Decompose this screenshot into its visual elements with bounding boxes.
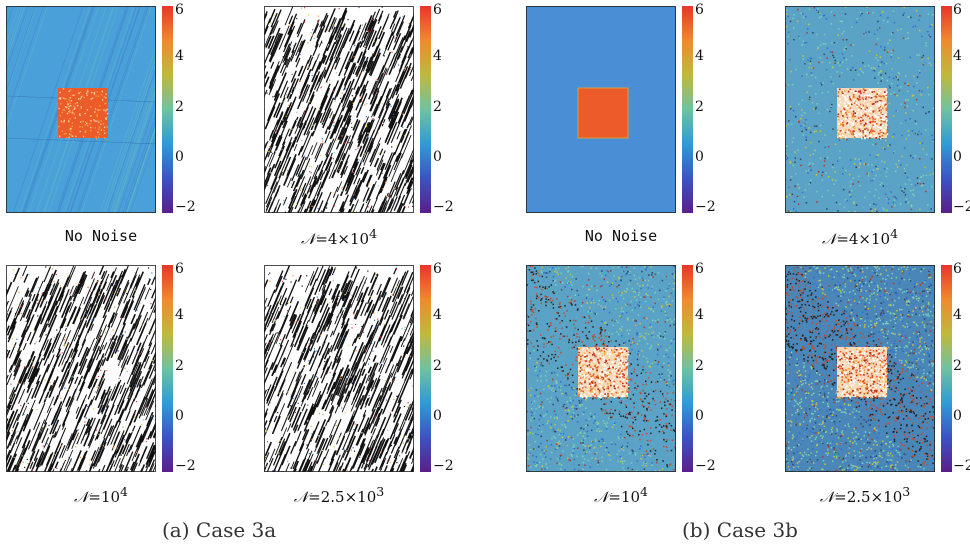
colorbar-tick-label: 4 — [433, 307, 442, 324]
colorbar-tick-label: 4 — [175, 307, 184, 324]
colorbar-tick-label: 2 — [175, 98, 184, 115]
panel-caption: 𝒩=104 — [594, 484, 648, 506]
colorbar-tick-label: 2 — [695, 357, 704, 374]
reconstruction-image — [6, 6, 156, 213]
colorbar-gradient — [682, 6, 693, 213]
panel-caption: 𝒩=104 — [74, 484, 128, 506]
panel-caption: 𝒩=4×104 — [821, 226, 899, 248]
colorbar-gradient — [941, 265, 952, 472]
colorbar-gradient — [162, 6, 173, 213]
colorbar-tick-label: 4 — [953, 48, 962, 65]
panel-a-no-noise — [6, 6, 156, 213]
panel-b-n4e4 — [785, 6, 935, 213]
colorbar-tick-label: 0 — [695, 407, 704, 424]
colorbar-tick-label: 6 — [433, 261, 442, 277]
reconstruction-image — [264, 265, 414, 472]
colorbar-tick-label: −2 — [953, 199, 970, 215]
colorbar-tick-label: 0 — [433, 407, 442, 424]
reconstruction-image — [526, 265, 676, 472]
reconstruction-image — [785, 265, 935, 472]
colorbar-tick-label: 6 — [953, 261, 962, 277]
colorbar-tick-label: 6 — [953, 2, 962, 18]
panel-b-n1e4 — [526, 265, 676, 472]
colorbar-tick-label: 2 — [695, 98, 704, 115]
colorbar-gradient — [420, 6, 431, 213]
panel-caption: 𝒩=4×104 — [300, 226, 378, 248]
colorbar-tick-label: 6 — [695, 2, 704, 18]
colorbar-tick-label: 2 — [175, 357, 184, 374]
colorbar-tick-label: −2 — [433, 199, 454, 215]
subcaption-a: (a) Case 3a — [162, 518, 277, 542]
panel-caption: No Noise — [584, 227, 658, 245]
colorbar-tick-label: 6 — [175, 261, 184, 277]
colorbar-tick-label: 2 — [953, 98, 962, 115]
reconstruction-image — [6, 265, 156, 472]
reconstruction-image — [785, 6, 935, 213]
colorbar-tick-label: 2 — [953, 357, 962, 374]
colorbar-tick-label: 0 — [433, 148, 442, 165]
reconstruction-image — [526, 6, 676, 213]
colorbar-tick-label: 2 — [433, 357, 442, 374]
colorbar-tick-label: 4 — [695, 307, 704, 324]
colorbar-tick-label: −2 — [695, 458, 716, 474]
colorbar-tick-label: 4 — [433, 48, 442, 65]
colorbar-tick-label: 0 — [695, 148, 704, 165]
panel-a-n4e4 — [264, 6, 414, 213]
subcaption-b: (b) Case 3b — [682, 518, 798, 542]
colorbar-tick-label: 0 — [175, 407, 184, 424]
colorbar-tick-label: 0 — [953, 407, 962, 424]
colorbar-tick-label: 0 — [175, 148, 184, 165]
colorbar-tick-label: −2 — [175, 199, 196, 215]
colorbar-tick-label: 6 — [433, 2, 442, 18]
colorbar-gradient — [682, 265, 693, 472]
colorbar-tick-label: 6 — [695, 261, 704, 277]
colorbar-gradient — [941, 6, 952, 213]
colorbar-tick-label: 2 — [433, 98, 442, 115]
colorbar-gradient — [420, 265, 431, 472]
panel-b-no-noise — [526, 6, 676, 213]
colorbar-gradient — [162, 265, 173, 472]
panel-a-n25e3 — [264, 265, 414, 472]
colorbar-tick-label: 0 — [953, 148, 962, 165]
colorbar-tick-label: 4 — [175, 48, 184, 65]
colorbar-tick-label: 6 — [175, 2, 184, 18]
colorbar-tick-label: −2 — [953, 458, 970, 474]
panel-b-n25e3 — [785, 265, 935, 472]
colorbar-tick-label: −2 — [175, 458, 196, 474]
reconstruction-image — [264, 6, 414, 213]
panel-caption: No Noise — [64, 227, 138, 245]
colorbar-tick-label: −2 — [433, 458, 454, 474]
colorbar-tick-label: 4 — [953, 307, 962, 324]
panel-caption: 𝒩=2.5×103 — [293, 484, 385, 506]
colorbar-tick-label: 4 — [695, 48, 704, 65]
panel-caption: 𝒩=2.5×103 — [819, 484, 911, 506]
panel-a-n1e4 — [6, 265, 156, 472]
colorbar-tick-label: −2 — [695, 199, 716, 215]
